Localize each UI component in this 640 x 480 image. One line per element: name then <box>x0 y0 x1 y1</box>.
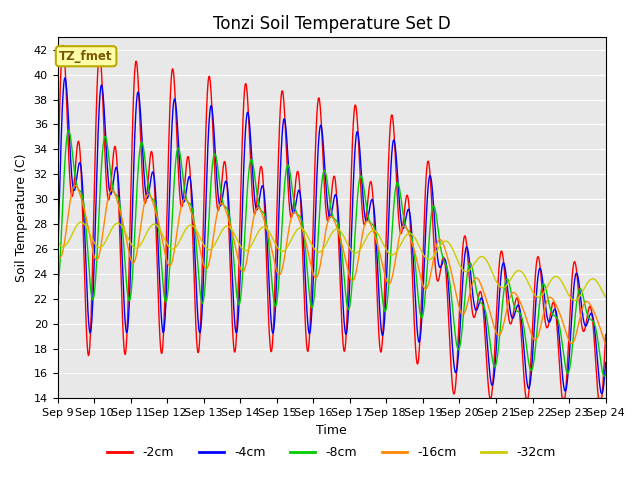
-16cm <box>54 250 61 256</box>
Text: TZ_fmet: TZ_fmet <box>60 50 113 63</box>
-8cm <box>54 291 61 297</box>
-16cm <box>298 225 306 230</box>
-4cm <box>61 75 68 81</box>
-4cm <box>366 204 374 210</box>
-32cm <box>54 239 61 244</box>
Line: -16cm: -16cm <box>58 185 605 344</box>
-8cm <box>119 228 127 234</box>
-4cm <box>598 391 605 396</box>
-2cm <box>308 277 316 283</box>
-32cm <box>298 226 306 231</box>
-2cm <box>486 396 494 401</box>
-16cm <box>97 247 104 252</box>
-32cm <box>97 244 104 250</box>
Line: -32cm: -32cm <box>58 222 605 300</box>
-8cm <box>97 184 104 190</box>
Legend: -2cm, -4cm, -8cm, -16cm, -32cm: -2cm, -4cm, -8cm, -16cm, -32cm <box>102 442 561 464</box>
-2cm <box>119 319 127 324</box>
-4cm <box>308 312 316 317</box>
-2cm <box>602 332 609 337</box>
-4cm <box>97 88 104 94</box>
-8cm <box>308 305 316 311</box>
-8cm <box>65 128 72 133</box>
-16cm <box>71 182 79 188</box>
Line: -2cm: -2cm <box>58 46 605 398</box>
-8cm <box>602 371 609 377</box>
-32cm <box>77 219 85 225</box>
-8cm <box>287 172 294 178</box>
-16cm <box>287 218 294 224</box>
-16cm <box>119 218 127 224</box>
-2cm <box>298 226 306 232</box>
-2cm <box>97 53 104 59</box>
-4cm <box>54 262 61 267</box>
-32cm <box>602 294 609 300</box>
-32cm <box>308 241 316 247</box>
-32cm <box>119 225 127 230</box>
-2cm <box>366 181 374 187</box>
Line: -8cm: -8cm <box>58 131 605 376</box>
Line: -4cm: -4cm <box>58 78 605 394</box>
X-axis label: Time: Time <box>316 424 347 437</box>
-4cm <box>602 360 609 365</box>
-16cm <box>308 265 316 271</box>
-2cm <box>287 213 294 218</box>
Y-axis label: Soil Temperature (C): Soil Temperature (C) <box>15 154 28 282</box>
-4cm <box>298 207 306 213</box>
-2cm <box>59 43 67 48</box>
-2cm <box>54 194 61 200</box>
-8cm <box>366 219 374 225</box>
-8cm <box>298 218 306 224</box>
-8cm <box>600 373 608 379</box>
Title: Tonzi Soil Temperature Set D: Tonzi Soil Temperature Set D <box>212 15 451 33</box>
-32cm <box>287 239 294 244</box>
-16cm <box>602 341 609 347</box>
-4cm <box>287 192 294 198</box>
-4cm <box>119 267 127 273</box>
-32cm <box>366 230 374 236</box>
-16cm <box>366 220 374 226</box>
-32cm <box>571 298 579 303</box>
